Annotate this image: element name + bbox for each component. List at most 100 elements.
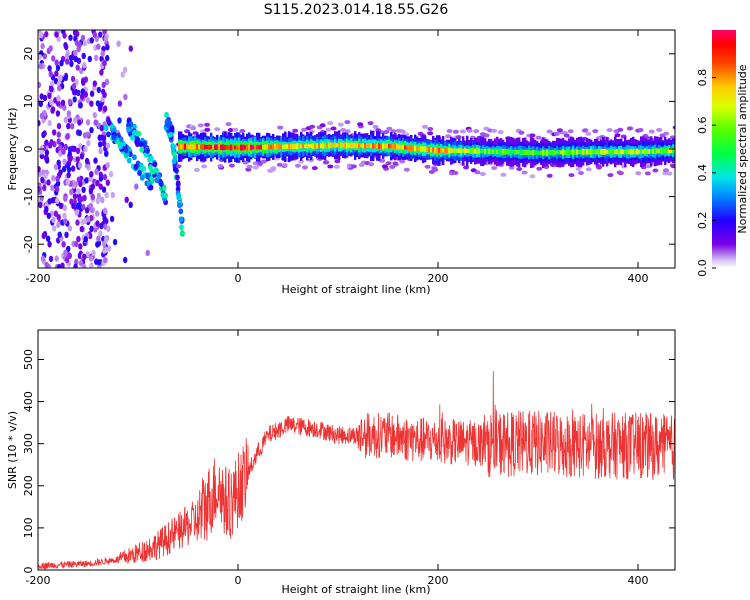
ridge-cell [294,144,297,149]
colorbar-tick-label: 0.6 [696,116,709,134]
track-cell [156,173,162,180]
ridge-cell [430,147,433,153]
noise-cell [102,60,107,67]
spectrogram-marks [38,30,675,268]
ridge-cell [204,144,207,150]
halo-cell [322,160,329,165]
noise-cell [63,249,68,256]
noise-cell [61,165,67,173]
track-cell [170,145,176,152]
noise-cell [95,210,100,217]
ridge-cell [524,149,527,156]
track-cell [135,136,141,143]
noise-cell [67,252,73,259]
track-cell [161,185,167,192]
noise-cell [97,134,102,141]
ridge-cell [624,149,627,155]
noise-cell [47,92,52,100]
noise-cell [67,225,73,232]
halo-cell [301,127,308,132]
ridge-cell [610,149,613,154]
ridge-cell [220,144,223,151]
track-cell [165,121,170,128]
halo-cell [616,170,623,175]
colorbar: 0.0 0.2 0.4 0.6 0.8 Normalized spectral ampl… [696,30,749,277]
ridge-cell [652,148,655,154]
ridge-cell [414,145,417,152]
ridge-cell [596,149,599,155]
ridge-cell [588,149,591,155]
ridge-cell [642,149,645,154]
noise-cell [55,110,61,117]
snr-x-axis-label: Height of straight line (km) [281,583,430,596]
ridge-cell [660,148,663,154]
noise-cell [88,255,94,262]
noise-cell [98,183,103,190]
halo-cell [518,130,525,135]
noise-cell [55,175,60,182]
halo-cell [637,128,644,132]
track-cell [179,229,185,236]
noise-cell [89,225,94,232]
ridge-cell [564,150,567,155]
ridge-cell [256,144,259,150]
ridge-cell [598,149,601,155]
halo-cell [399,159,406,164]
ridge-cell [228,145,231,150]
noise-cell [59,60,64,67]
noise-cell [56,95,61,102]
noise-cell [49,99,54,106]
track-cell [130,134,135,141]
noise-cell [99,222,104,230]
ridge-cell [194,144,197,149]
ridge-cell [354,142,357,149]
ridge-cell [572,149,575,155]
halo-cell [432,167,439,172]
halo-cell [333,164,340,169]
halo-cell [648,129,655,134]
ridge-cell [470,148,473,154]
halo-cell [424,164,431,169]
ridge-cell [578,150,581,155]
figure-title: S115.2023.014.18.55.G26 [264,2,449,18]
noise-cell [49,85,54,93]
ridge-cell [222,144,225,151]
ridge-cell [644,148,647,155]
ridge-cell [376,143,379,149]
ridge-cell [640,149,643,155]
ridge-cell [474,148,477,154]
ridge-cell [616,149,619,155]
noise-cell [51,216,56,224]
noise-cell [42,53,47,60]
noise-cell [96,235,101,242]
ridge-cell [362,143,365,149]
ridge-cell [268,144,271,150]
noise-cell [95,100,101,107]
ridge-cell [664,148,667,153]
noise-cell [81,263,87,268]
noise-cell [48,45,53,52]
track-cell [126,157,132,164]
ridge-cell [630,149,633,155]
noise-cell [80,218,85,226]
track-cell [145,173,150,180]
noise-cell [86,140,91,147]
ridge-cell [314,143,317,149]
noise-cell [104,191,109,199]
halo-cell [201,164,208,169]
halo-cell [592,129,599,134]
noise-cell [39,148,44,155]
noise-cell [76,89,81,97]
halo-cell [197,123,204,128]
noise-cell [38,31,44,38]
ridge-cell [632,149,635,155]
ridge-cell [558,150,561,155]
halo-cell [563,133,570,138]
y-tick-label: 0 [22,567,35,574]
noise-cell [52,225,57,232]
noise-cell [76,235,81,243]
halo-cell [585,131,592,136]
ridge-cell [408,144,411,151]
ridge-cell [434,147,437,154]
